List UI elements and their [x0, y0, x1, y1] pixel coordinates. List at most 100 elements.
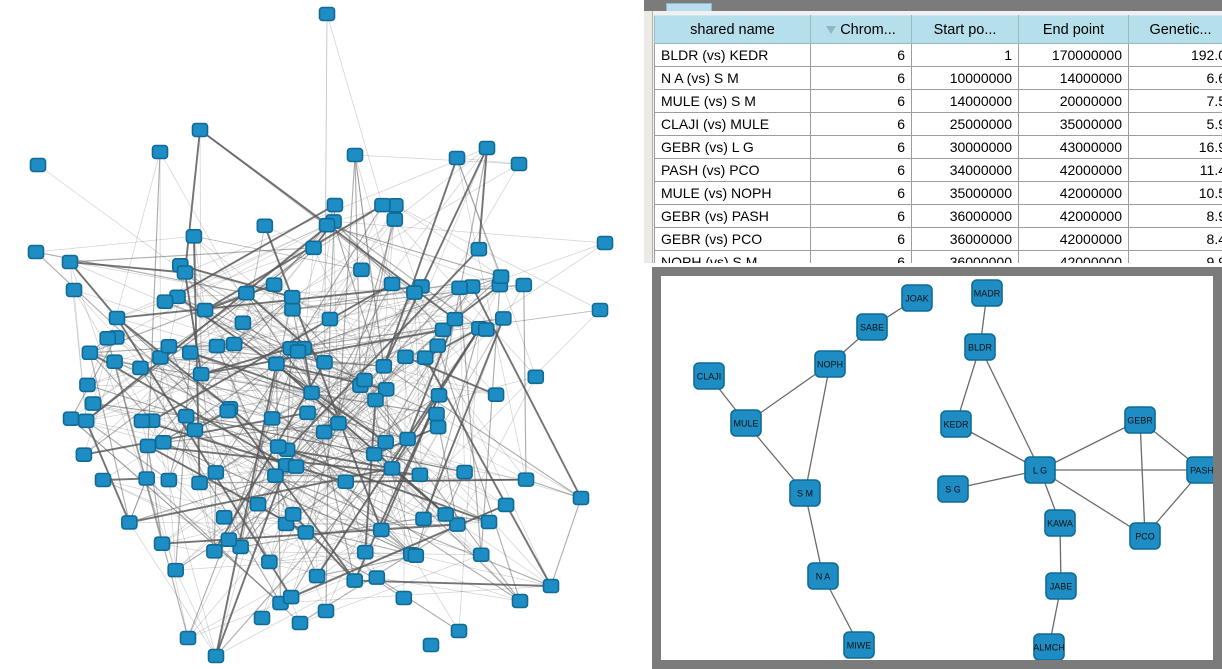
- sub-network-view[interactable]: CLAJI MULE NOPH SABE JOAK S M N A MIWE MADR BLDR K…: [652, 267, 1222, 669]
- network-node-gebr[interactable]: GEBR: [1124, 406, 1156, 434]
- network-node[interactable]: [77, 413, 95, 429]
- column-header-chromosome[interactable]: Chrom...: [810, 15, 912, 44]
- node-shape[interactable]: [511, 593, 529, 609]
- network-node[interactable]: [181, 345, 199, 360]
- node-shape[interactable]: [191, 475, 208, 491]
- node-shape[interactable]: [448, 150, 466, 166]
- node-shape[interactable]: [215, 510, 233, 525]
- network-node[interactable]: [527, 369, 545, 385]
- network-node[interactable]: [179, 630, 197, 646]
- network-node[interactable]: [94, 472, 112, 488]
- network-node[interactable]: [156, 294, 174, 309]
- node-shape[interactable]: [121, 515, 138, 530]
- network-node[interactable]: [160, 472, 178, 488]
- network-node[interactable]: [318, 6, 336, 22]
- network-node[interactable]: [428, 406, 445, 422]
- network-node[interactable]: [326, 197, 344, 213]
- node-shape[interactable]: [138, 471, 155, 486]
- network-node[interactable]: [591, 302, 609, 318]
- network-node[interactable]: [373, 522, 390, 538]
- node-shape[interactable]: [330, 416, 347, 431]
- network-node[interactable]: [225, 336, 243, 352]
- node-shape[interactable]: [693, 362, 725, 390]
- node-shape[interactable]: [1045, 572, 1077, 600]
- node-shape[interactable]: [303, 385, 320, 401]
- node-shape[interactable]: [308, 568, 326, 584]
- node-shape[interactable]: [397, 349, 414, 365]
- node-shape[interactable]: [472, 547, 490, 563]
- network-node[interactable]: [303, 385, 320, 401]
- network-node[interactable]: [268, 356, 285, 372]
- network-node[interactable]: [415, 511, 432, 527]
- node-shape[interactable]: [326, 197, 344, 213]
- node-shape[interactable]: [269, 439, 287, 454]
- network-node[interactable]: [321, 311, 339, 327]
- network-node[interactable]: [299, 405, 316, 421]
- node-shape[interactable]: [1044, 509, 1076, 537]
- node-shape[interactable]: [265, 277, 283, 293]
- network-node[interactable]: [84, 396, 102, 411]
- network-node[interactable]: [206, 544, 223, 559]
- node-shape[interactable]: [901, 284, 933, 312]
- node-shape[interactable]: [219, 403, 237, 419]
- node-shape[interactable]: [99, 331, 116, 346]
- node-shape[interactable]: [206, 544, 223, 559]
- node-shape[interactable]: [27, 244, 45, 260]
- node-shape[interactable]: [256, 218, 274, 234]
- network-node[interactable]: [446, 311, 464, 327]
- node-shape[interactable]: [207, 465, 225, 480]
- network-node-almch[interactable]: ALMCH: [1033, 633, 1065, 660]
- network-node[interactable]: [448, 150, 466, 166]
- network-node[interactable]: [133, 413, 151, 429]
- network-node[interactable]: [451, 280, 468, 296]
- network-node-joak[interactable]: JOAK: [901, 284, 933, 312]
- network-node[interactable]: [152, 350, 169, 365]
- network-node-miwe[interactable]: MIWE: [843, 631, 875, 659]
- network-node-madr[interactable]: MADR: [971, 279, 1003, 307]
- network-node[interactable]: [596, 235, 614, 251]
- network-node[interactable]: [185, 228, 203, 244]
- network-node[interactable]: [308, 568, 326, 584]
- network-node[interactable]: [249, 496, 267, 512]
- node-shape[interactable]: [480, 514, 498, 530]
- network-node-noph[interactable]: NOPH: [814, 350, 846, 378]
- network-node[interactable]: [317, 603, 335, 619]
- network-node-mule[interactable]: MULE: [730, 409, 762, 437]
- network-node[interactable]: [487, 387, 505, 403]
- node-shape[interactable]: [596, 235, 614, 251]
- network-node[interactable]: [291, 615, 309, 631]
- node-shape[interactable]: [451, 280, 468, 296]
- network-node[interactable]: [61, 254, 79, 270]
- network-node[interactable]: [79, 377, 96, 393]
- network-node[interactable]: [151, 144, 169, 160]
- node-shape[interactable]: [446, 311, 464, 327]
- node-shape[interactable]: [411, 467, 429, 483]
- main-network-view[interactable]: [0, 0, 644, 669]
- node-shape[interactable]: [75, 447, 93, 462]
- network-node-sabe[interactable]: SABE: [856, 313, 888, 341]
- network-node[interactable]: [450, 623, 468, 639]
- network-node[interactable]: [422, 637, 440, 653]
- network-node[interactable]: [377, 382, 395, 397]
- network-node[interactable]: [176, 265, 194, 280]
- node-shape[interactable]: [132, 360, 149, 376]
- node-shape[interactable]: [316, 355, 333, 370]
- network-node[interactable]: [234, 315, 252, 331]
- network-node[interactable]: [517, 472, 535, 487]
- network-node[interactable]: [99, 331, 116, 346]
- network-node[interactable]: [65, 282, 83, 298]
- node-shape[interactable]: [207, 648, 225, 664]
- network-node-kedr[interactable]: KEDR: [940, 410, 972, 438]
- node-shape[interactable]: [81, 345, 99, 361]
- node-shape[interactable]: [434, 322, 452, 338]
- network-node-kawa[interactable]: KAWA: [1044, 509, 1076, 537]
- node-shape[interactable]: [383, 461, 401, 476]
- node-shape[interactable]: [368, 570, 386, 585]
- network-node[interactable]: [356, 544, 374, 560]
- network-node[interactable]: [456, 464, 473, 480]
- network-node[interactable]: [330, 416, 347, 431]
- network-node[interactable]: [397, 349, 414, 365]
- network-node[interactable]: [480, 514, 498, 530]
